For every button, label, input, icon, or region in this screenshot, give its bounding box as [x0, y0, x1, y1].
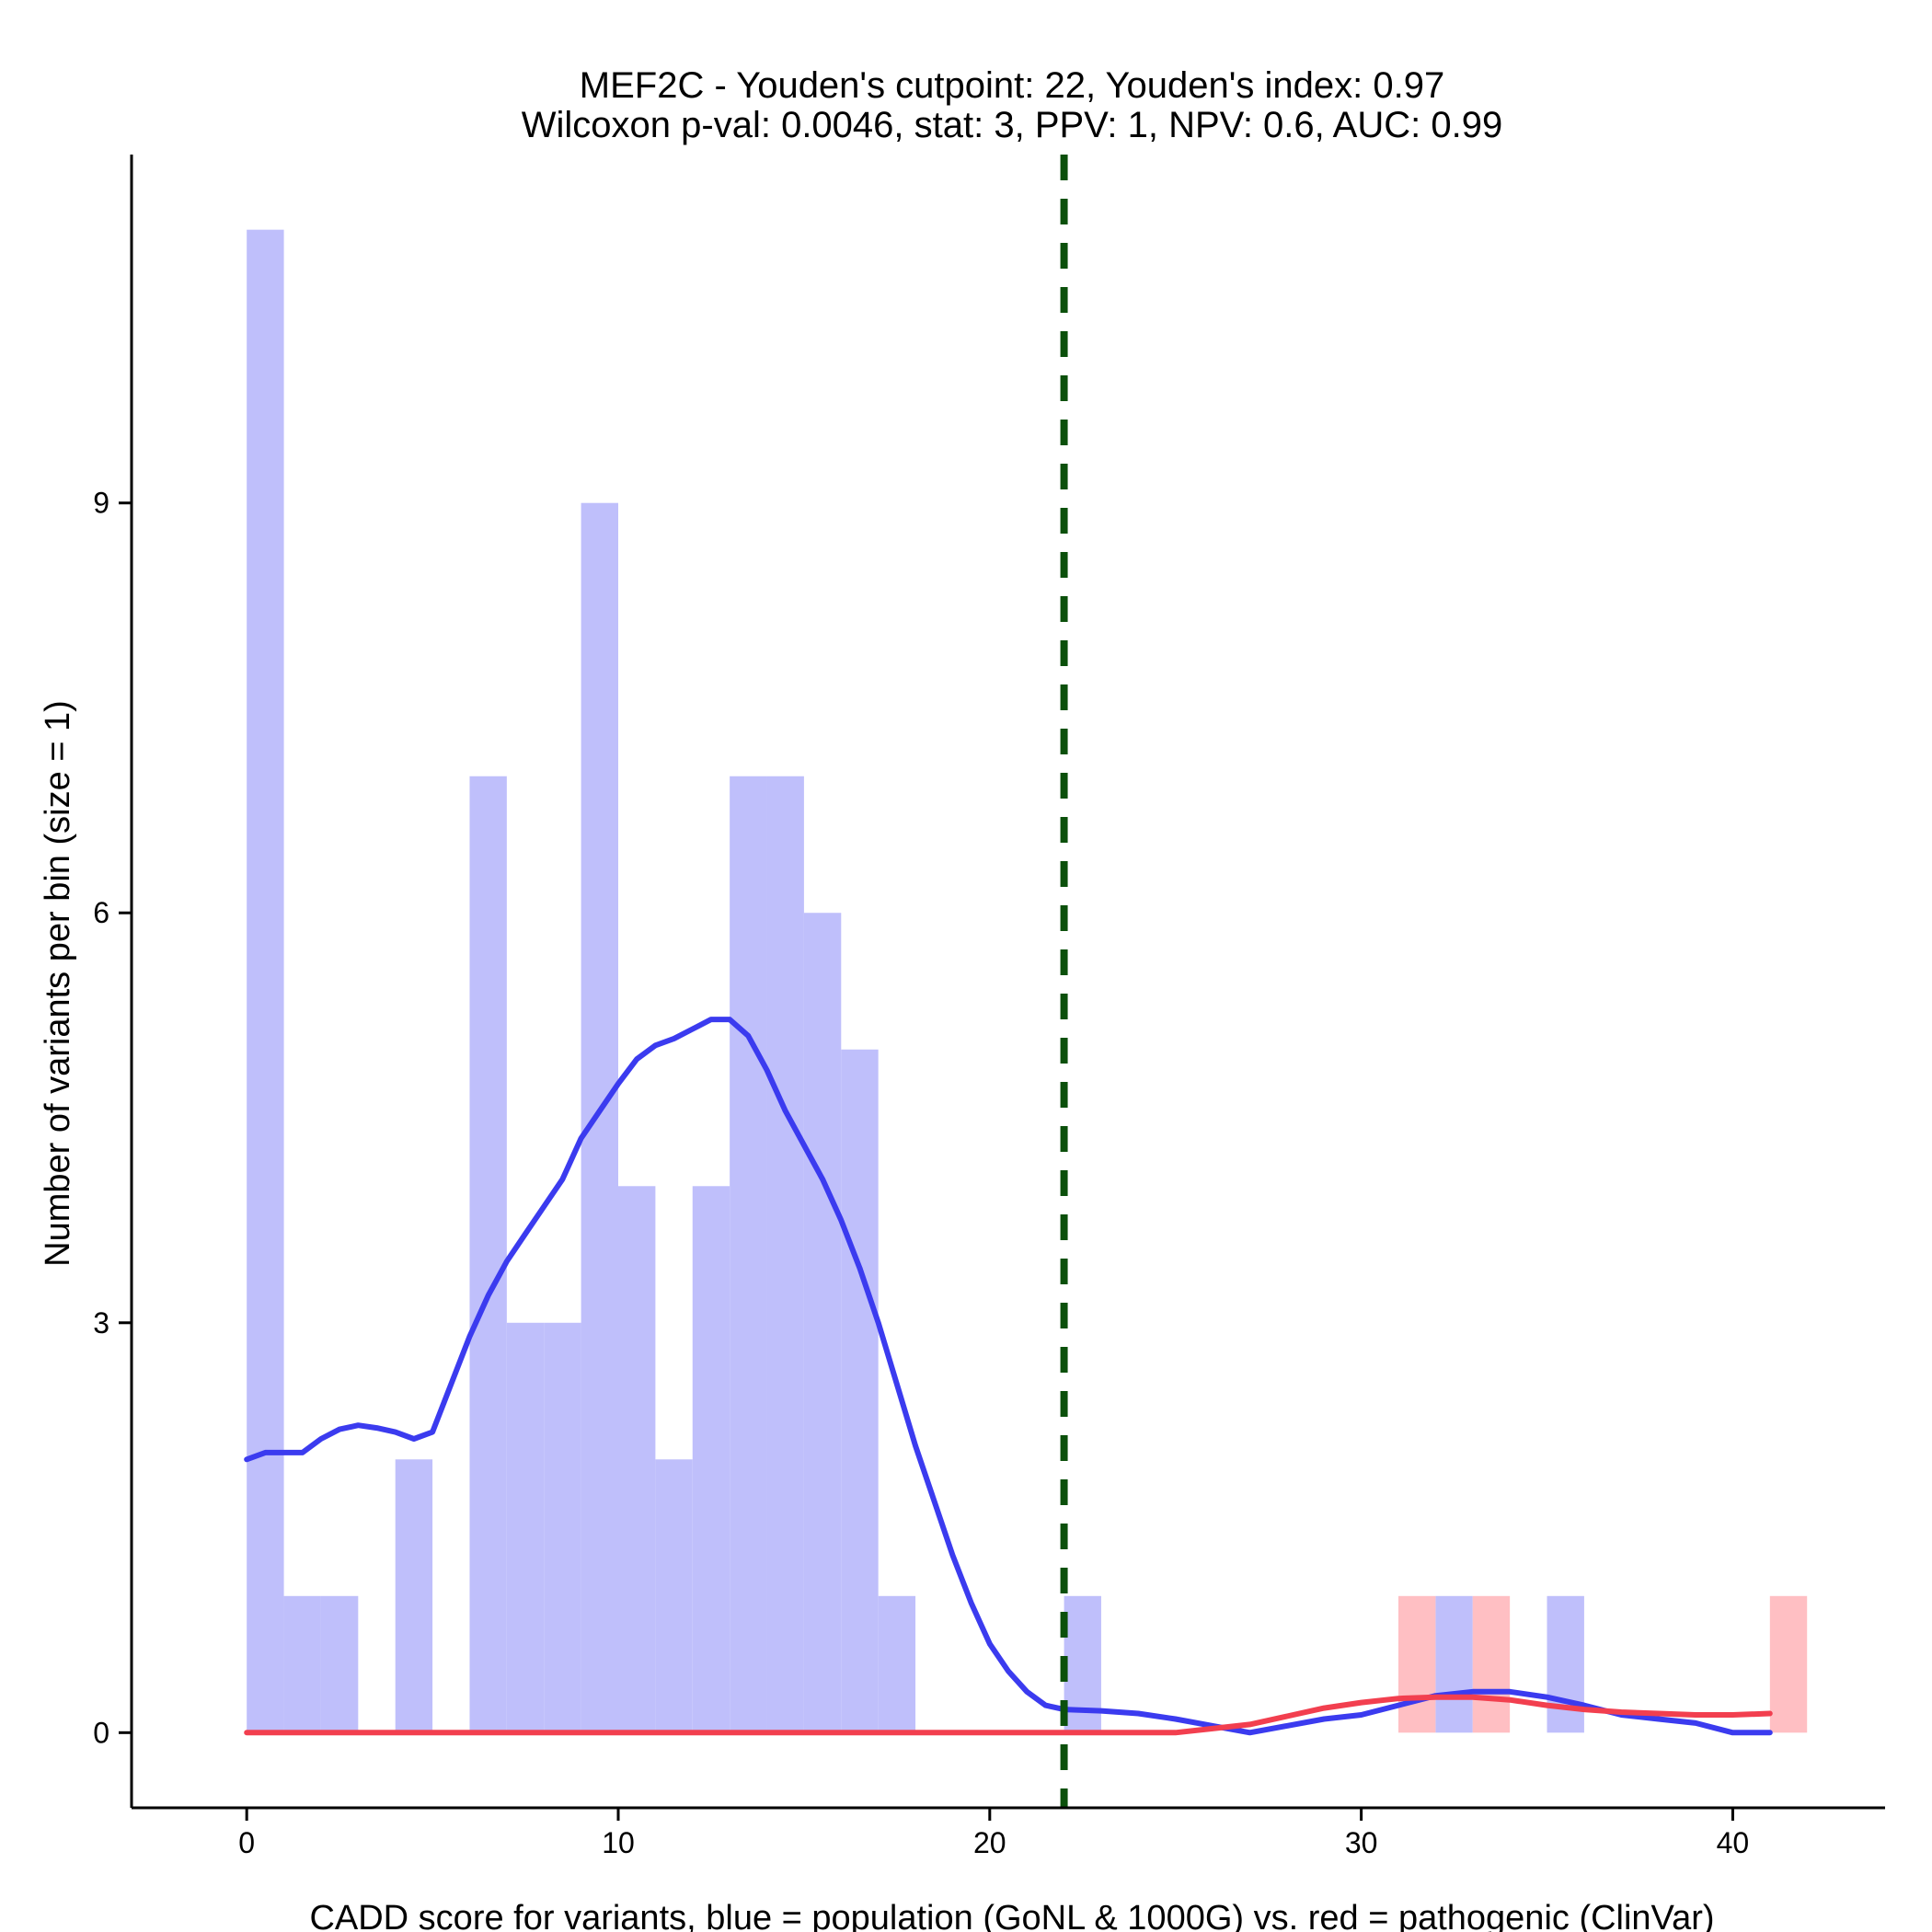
- x-tick-label: 30: [1345, 1826, 1378, 1859]
- population-bar: [469, 776, 507, 1733]
- population-bar: [1435, 1595, 1473, 1733]
- chart-title-line1: MEF2C - Youden's cutpoint: 22, Youden's …: [580, 65, 1444, 106]
- x-axis-label: CADD score for variants, blue = populati…: [309, 1899, 1714, 1932]
- population-bar: [544, 1322, 581, 1733]
- population-bar: [803, 913, 842, 1733]
- x-axis-ticks: 0 10 20 30 40: [238, 1808, 1749, 1859]
- population-bar: [692, 1186, 730, 1733]
- chart-title-line2: Wilcoxon p-val: 0.0046, stat: 3, PPV: 1,…: [522, 105, 1502, 145]
- axes: [130, 155, 1885, 1810]
- x-tick-label: 10: [602, 1826, 635, 1859]
- x-tick-label: 40: [1717, 1826, 1750, 1859]
- y-tick-label: 9: [93, 487, 109, 520]
- y-tick-label: 3: [93, 1306, 109, 1340]
- population-bar: [730, 776, 767, 1733]
- population-bar: [878, 1595, 916, 1733]
- population-bar: [247, 229, 284, 1733]
- pathogenic-bar: [1769, 1595, 1808, 1733]
- population-bar: [395, 1459, 433, 1733]
- y-tick-label: 6: [93, 896, 109, 929]
- population-bar: [1547, 1595, 1584, 1733]
- y-axis-ticks: 0 3 6 9: [93, 487, 132, 1749]
- density-curves: [244, 1017, 1773, 1736]
- y-tick-label: 0: [93, 1716, 109, 1749]
- population-bar: [506, 1322, 545, 1733]
- y-axis-label: Number of variants per bin (size = 1): [39, 700, 77, 1267]
- population-bar: [320, 1595, 359, 1733]
- population-bar: [581, 502, 618, 1733]
- population-density-curve: [244, 1017, 1773, 1736]
- pathogenic-bars: [1398, 1595, 1808, 1733]
- pathogenic-bar: [1398, 1595, 1436, 1733]
- population-bars: [247, 229, 1584, 1733]
- x-tick-label: 0: [238, 1826, 255, 1859]
- pathogenic-density-curve: [244, 1694, 1773, 1736]
- population-bar: [617, 1186, 656, 1733]
- population-bar: [766, 776, 804, 1733]
- population-bar: [841, 1049, 879, 1733]
- population-bar: [283, 1595, 321, 1733]
- x-tick-label: 20: [973, 1826, 1006, 1859]
- pathogenic-bar: [1472, 1595, 1511, 1733]
- population-bar: [655, 1459, 693, 1733]
